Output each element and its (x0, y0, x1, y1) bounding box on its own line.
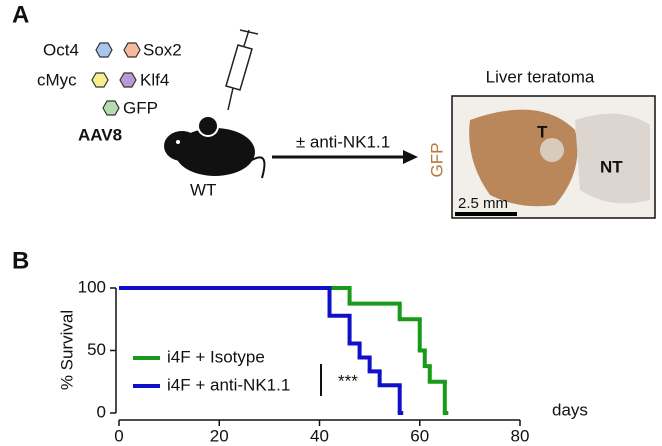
significance: *** (338, 371, 358, 390)
treatment: ± anti-NK1.1 (296, 132, 390, 151)
factor: Klf4 (140, 70, 169, 89)
syringe (225, 29, 259, 111)
mouse-label: WT (190, 180, 216, 199)
y-tick-label: 0 (97, 402, 106, 421)
x-tick-label: 40 (310, 426, 329, 445)
y-tick-label: 100 (78, 277, 106, 296)
factor: Oct4 (43, 40, 79, 59)
legend-label: i4F + anti-NK1.1 (167, 375, 290, 394)
region: T (537, 122, 548, 141)
panel-label: B (12, 247, 29, 274)
factor-hexagons (91, 42, 141, 116)
scale-bar-label: 2.5 mm (458, 195, 508, 212)
x-axis-label: days (552, 400, 588, 419)
x-tick-label: 20 (210, 426, 229, 445)
arrowhead (403, 150, 418, 164)
factor: Sox2 (143, 40, 182, 59)
factor: cMyc (37, 70, 77, 89)
factor: GFP (123, 98, 158, 117)
image-title: Liver teratoma (486, 67, 595, 86)
y-axis-label: % Survival (57, 310, 76, 390)
region: NT (600, 157, 623, 176)
panel-label: A (12, 1, 29, 28)
x-tick-label: 80 (511, 426, 530, 445)
y-tick-label: 50 (87, 340, 106, 359)
x-tick-label: 0 (114, 426, 123, 445)
histology-image (451, 95, 656, 219)
stain-label: GFP (427, 143, 446, 178)
vector: AAV8 (78, 125, 122, 144)
legend-label: i4F + Isotype (167, 347, 265, 366)
x-tick-label: 60 (410, 426, 429, 445)
mouse (164, 115, 266, 179)
